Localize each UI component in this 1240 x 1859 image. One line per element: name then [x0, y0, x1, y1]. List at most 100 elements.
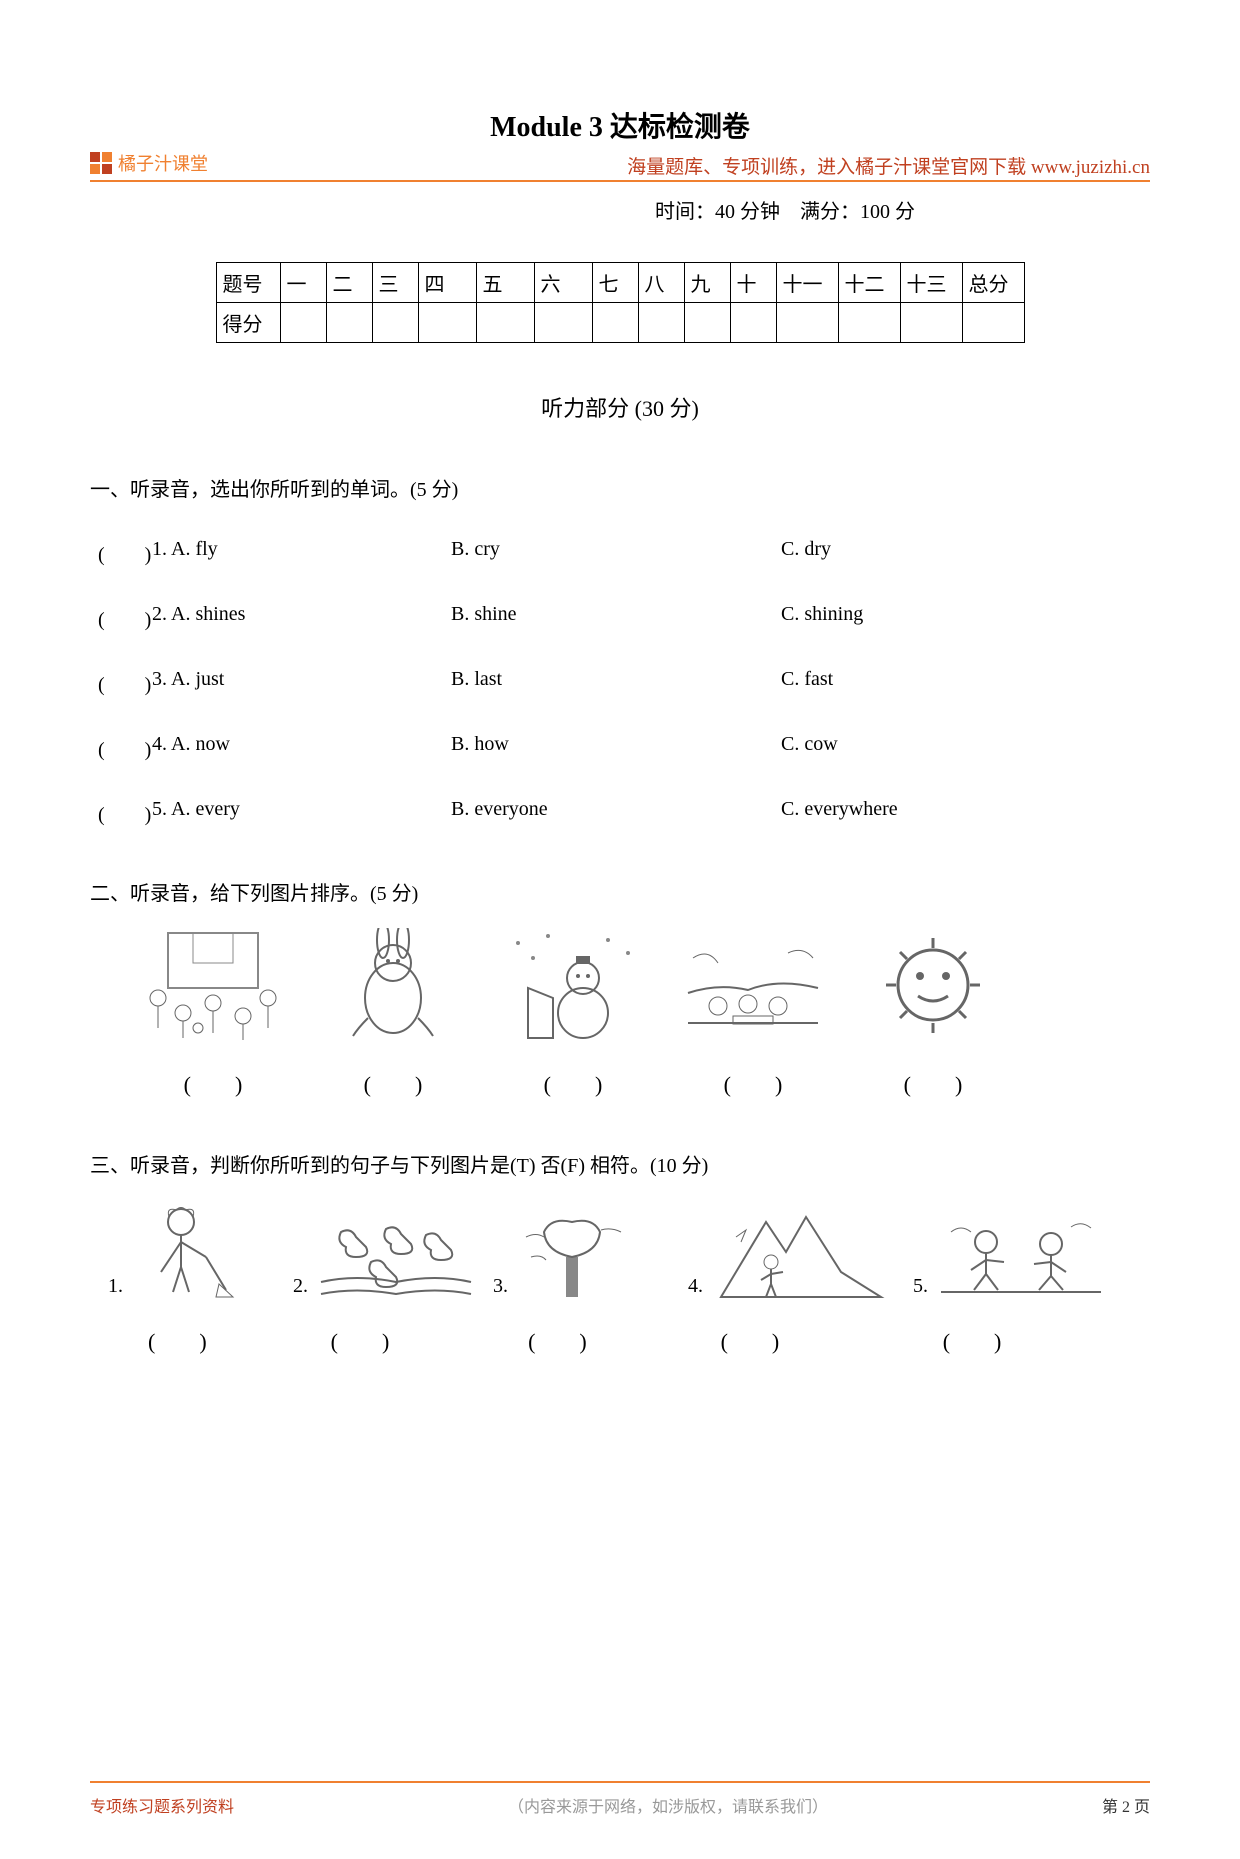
- table-cell: [838, 303, 900, 343]
- table-cell: [280, 303, 326, 343]
- table-cell: [638, 303, 684, 343]
- table-cell: 十三: [900, 263, 962, 303]
- question-number: 5.: [152, 798, 167, 827]
- table-cell: 六: [534, 263, 592, 303]
- option-b: B. everyone: [451, 798, 781, 827]
- table-cell: [534, 303, 592, 343]
- score-table-header-row: 题号 一 二 三 四 五 六 七 八 九 十 十一 十二 十三 总分: [216, 263, 1024, 303]
- image-number: 2.: [293, 1275, 308, 1298]
- answer-blank: ( ): [724, 1067, 783, 1099]
- table-cell: 九: [684, 263, 730, 303]
- score-table-score-row: 得分: [216, 303, 1024, 343]
- answer-blank: ( ): [544, 1067, 603, 1099]
- option-b: B. shine: [451, 603, 781, 632]
- table-cell: 十: [730, 263, 776, 303]
- table-cell: 题号: [216, 263, 280, 303]
- table-cell: [372, 303, 418, 343]
- option-c: C. dry: [781, 538, 1150, 567]
- page-title: Module 3 达标检测卷: [0, 105, 1240, 145]
- picture-rabbit-icon: [318, 928, 468, 1043]
- table-cell: 一: [280, 263, 326, 303]
- image-item: ( ): [318, 928, 468, 1099]
- table-cell: 五: [476, 263, 534, 303]
- image-item: 1.: [108, 1202, 293, 1302]
- answer-blank: ( ): [90, 668, 152, 697]
- option-a: A. just: [171, 668, 451, 697]
- table-cell: [684, 303, 730, 343]
- picture-ducks-swimming-icon: [316, 1202, 476, 1302]
- question-row: ( ) 1. A. fly B. cry C. dry: [90, 538, 1150, 567]
- logo-text: 橘子汁课堂: [118, 150, 208, 176]
- section-3-images: 1. 2. 3. 4.: [90, 1202, 1150, 1302]
- table-cell: 四: [418, 263, 476, 303]
- question-row: ( ) 2. A. shines B. shine C. shining: [90, 603, 1150, 632]
- table-cell: [418, 303, 476, 343]
- footer-divider: [90, 1781, 1150, 1783]
- answer-blank: ( ): [90, 798, 152, 827]
- table-cell: [730, 303, 776, 343]
- answer-blank: ( ): [721, 1324, 943, 1356]
- question-number: 4.: [152, 733, 167, 762]
- section-2-title: 二、听录音，给下列图片排序。(5 分): [90, 877, 1150, 906]
- section-3-blanks: ( ) ( ) ( ) ( ) ( ): [90, 1324, 1150, 1356]
- table-cell: [476, 303, 534, 343]
- option-a: A. every: [171, 798, 451, 827]
- footer-copyright-note: （内容来源于网络，如涉版权，请联系我们）: [234, 1793, 1102, 1817]
- image-number: 1.: [108, 1275, 123, 1298]
- answer-blank: ( ): [943, 1324, 1150, 1356]
- option-c: C. shining: [781, 603, 1150, 632]
- answer-blank: ( ): [90, 733, 152, 762]
- table-cell: 总分: [962, 263, 1024, 303]
- image-item: ( ): [858, 928, 1008, 1099]
- answer-blank: ( ): [184, 1067, 243, 1099]
- picture-hiking-mountain-icon: [711, 1202, 886, 1302]
- picture-snowman-icon: [498, 928, 648, 1043]
- option-c: C. cow: [781, 733, 1150, 762]
- option-a: A. fly: [171, 538, 451, 567]
- image-item: ( ): [498, 928, 648, 1099]
- table-cell: [326, 303, 372, 343]
- logo-icon: [90, 152, 112, 174]
- table-cell: 七: [592, 263, 638, 303]
- section-2-images: ( ) ( ) ( ) ( ) ( ): [90, 928, 1150, 1099]
- question-number: 1.: [152, 538, 167, 567]
- picture-sun-icon: [858, 928, 1008, 1043]
- table-cell: 得分: [216, 303, 280, 343]
- picture-picnic-icon: [678, 928, 828, 1043]
- image-number: 4.: [688, 1275, 703, 1298]
- table-cell: 十一: [776, 263, 838, 303]
- image-item: 3.: [493, 1202, 688, 1302]
- picture-children-sitting-icon: [936, 1202, 1106, 1302]
- option-b: B. cry: [451, 538, 781, 567]
- answer-blank: ( ): [148, 1324, 331, 1356]
- question-number: 3.: [152, 668, 167, 697]
- option-b: B. last: [451, 668, 781, 697]
- question-row: ( ) 3. A. just B. last C. fast: [90, 668, 1150, 697]
- table-cell: 十二: [838, 263, 900, 303]
- footer-series-label: 专项练习题系列资料: [90, 1793, 234, 1817]
- question-number: 2.: [152, 603, 167, 632]
- time-score-text: 时间：40 分钟 满分：100 分: [0, 195, 915, 224]
- picture-tree-wind-icon: [516, 1202, 631, 1302]
- page-header: 橘子汁课堂 海量题库、专项训练，进入橘子汁课堂官网下载 www.juzizhi.…: [0, 150, 1240, 179]
- listening-section-header: 听力部分 (30 分): [0, 391, 1240, 423]
- image-item: ( ): [678, 928, 828, 1099]
- option-c: C. everywhere: [781, 798, 1150, 827]
- page-footer: 专项练习题系列资料 （内容来源于网络，如涉版权，请联系我们） 第 2 页: [0, 1781, 1240, 1817]
- section-3-title: 三、听录音，判断你所听到的句子与下列图片是(T) 否(F) 相符。(10 分): [90, 1149, 1150, 1178]
- image-item: 4.: [688, 1202, 913, 1302]
- footer-content: 专项练习题系列资料 （内容来源于网络，如涉版权，请联系我们） 第 2 页: [90, 1793, 1150, 1817]
- image-item: 2.: [293, 1202, 493, 1302]
- answer-blank: ( ): [90, 538, 152, 567]
- answer-blank: ( ): [90, 603, 152, 632]
- question-row: ( ) 5. A. every B. everyone C. everywher…: [90, 798, 1150, 827]
- image-number: 3.: [493, 1275, 508, 1298]
- answer-blank: ( ): [331, 1324, 528, 1356]
- image-number: 5.: [913, 1275, 928, 1298]
- table-cell: [776, 303, 838, 343]
- option-a: A. now: [171, 733, 451, 762]
- answer-blank: ( ): [904, 1067, 963, 1099]
- table-cell: [900, 303, 962, 343]
- table-cell: 三: [372, 263, 418, 303]
- table-cell: 二: [326, 263, 372, 303]
